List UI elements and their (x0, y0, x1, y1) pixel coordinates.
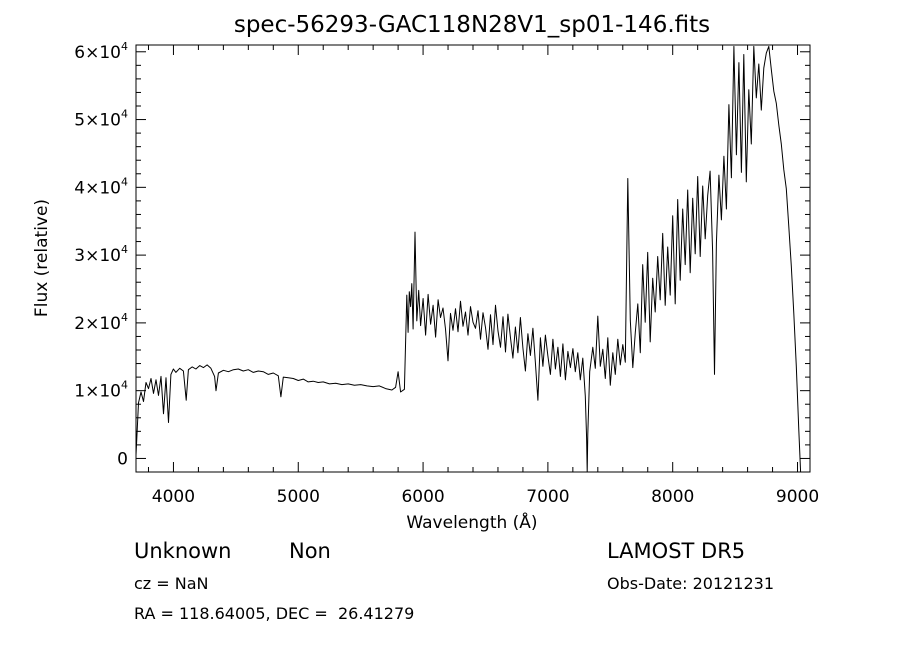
x-axis: 4000 5000 6000 7000 8000 9000 (147, 45, 819, 507)
x-axis-label: Wavelength (Å) (406, 511, 537, 533)
y-tick-label: 2×104 (74, 311, 128, 334)
y-tick-label: 5×104 (74, 108, 128, 131)
plot-border (135, 44, 811, 473)
x-tick-label: 6000 (401, 487, 444, 507)
x-tick-label: 5000 (277, 487, 320, 507)
chart-title: spec-56293-GAC118N28V1_sp01-146.fits (234, 12, 710, 38)
series-layer (135, 45, 802, 473)
survey-label: LAMOST DR5 (607, 539, 746, 563)
x-tick-label: 7000 (526, 487, 569, 507)
coordinates-label: RA = 118.64005, DEC = 26.41279 (134, 604, 415, 623)
y-tick-label: 3×104 (74, 243, 128, 266)
redshift-label: cz = NaN (134, 574, 209, 593)
y-tick-label: 6×104 (74, 40, 128, 63)
object-subclass-label: Non (289, 539, 331, 563)
y-tick-label: 1×104 (74, 379, 128, 402)
x-tick-label: 9000 (776, 487, 819, 507)
y-axis: 0 1×104 2×104 3×104 4×104 5×104 6×104 (74, 40, 810, 469)
y-axis-label: Flux (relative) (32, 199, 52, 317)
x-tick-label: 4000 (152, 487, 195, 507)
spectrum-line (135, 45, 802, 473)
y-tick-label: 4×104 (74, 175, 128, 198)
x-tick-label: 8000 (651, 487, 694, 507)
obs-date-label: Obs-Date: 20121231 (607, 574, 775, 593)
object-class-label: Unknown (134, 539, 232, 563)
plot-frame (135, 44, 811, 473)
y-tick-label: 0 (117, 449, 128, 469)
